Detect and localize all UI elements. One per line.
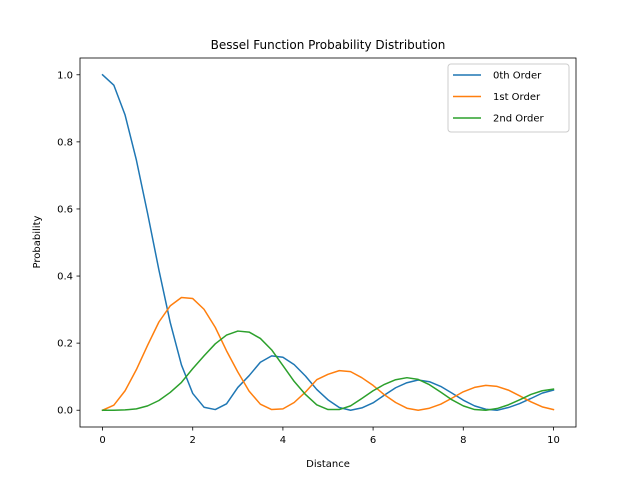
x-tick-label: 8 bbox=[460, 435, 466, 446]
y-tick-label: 0.8 bbox=[57, 137, 73, 148]
y-tick-label: 0.6 bbox=[57, 204, 73, 215]
x-axis: 0 2 4 6 8 10 bbox=[99, 427, 560, 446]
series-line-1 bbox=[101, 296, 555, 412]
x-axis-label: Distance bbox=[306, 459, 350, 470]
y-axis: 0.0 0.2 0.4 0.6 0.8 1.0 bbox=[57, 70, 80, 417]
y-tick-label: 1.0 bbox=[57, 70, 73, 81]
legend-label-0: 0th Order bbox=[493, 71, 542, 82]
y-tick-label: 0.0 bbox=[57, 406, 73, 417]
series-layer bbox=[101, 73, 555, 412]
y-axis-label: Probability bbox=[32, 215, 43, 268]
legend: 0th Order 1st Order 2nd Order bbox=[447, 63, 570, 133]
legend-label-2: 2nd Order bbox=[493, 114, 545, 125]
x-tick-label: 0 bbox=[99, 435, 105, 446]
chart-title: Bessel Function Probability Distribution bbox=[211, 38, 446, 52]
x-tick-label: 6 bbox=[370, 435, 376, 446]
legend-label-1: 1st Order bbox=[493, 92, 541, 103]
series-line-0 bbox=[101, 73, 555, 411]
x-tick-label: 4 bbox=[280, 435, 286, 446]
legend-frame bbox=[447, 63, 570, 133]
y-tick-label: 0.2 bbox=[57, 339, 73, 350]
legend-items: 0th Order 1st Order 2nd Order bbox=[453, 71, 545, 125]
x-tick-label: 2 bbox=[190, 435, 196, 446]
x-tick-label: 10 bbox=[547, 435, 560, 446]
y-tick-label: 0.4 bbox=[57, 272, 73, 283]
series-line-2 bbox=[101, 330, 555, 411]
plot-area-frame bbox=[79, 57, 577, 428]
